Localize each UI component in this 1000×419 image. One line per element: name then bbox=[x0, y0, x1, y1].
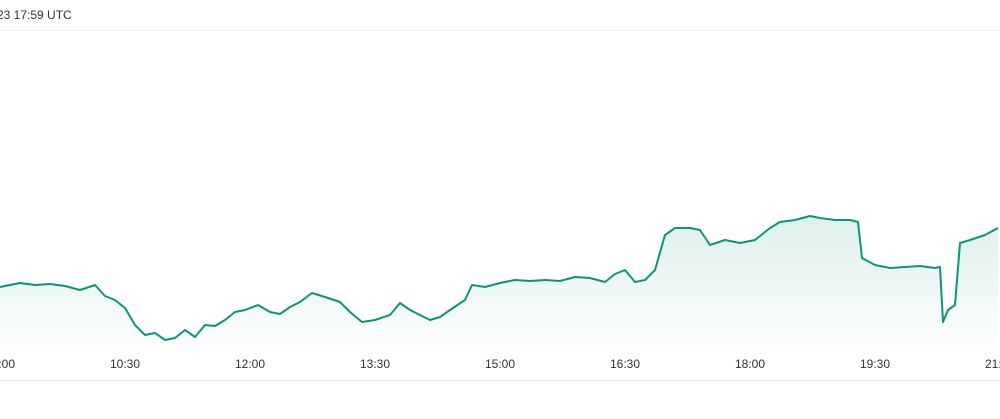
x-tick-label: 10:30 bbox=[110, 357, 140, 371]
x-tick-label: 10:00 bbox=[0, 357, 15, 371]
timestamp: 23 17:59 UTC bbox=[0, 8, 72, 22]
price-line bbox=[0, 215, 999, 341]
area bbox=[0, 216, 998, 350]
x-tick-label: 13:30 bbox=[360, 357, 390, 371]
x-tick-label: 12:00 bbox=[235, 357, 265, 371]
x-tick-label: 15:00 bbox=[485, 357, 515, 371]
x-tick-label: 21:00 bbox=[985, 357, 1000, 371]
x-tick-label: 16:30 bbox=[610, 357, 640, 371]
x-tick-label: 18:00 bbox=[735, 357, 765, 371]
x-tick-label: 19:30 bbox=[860, 357, 890, 371]
